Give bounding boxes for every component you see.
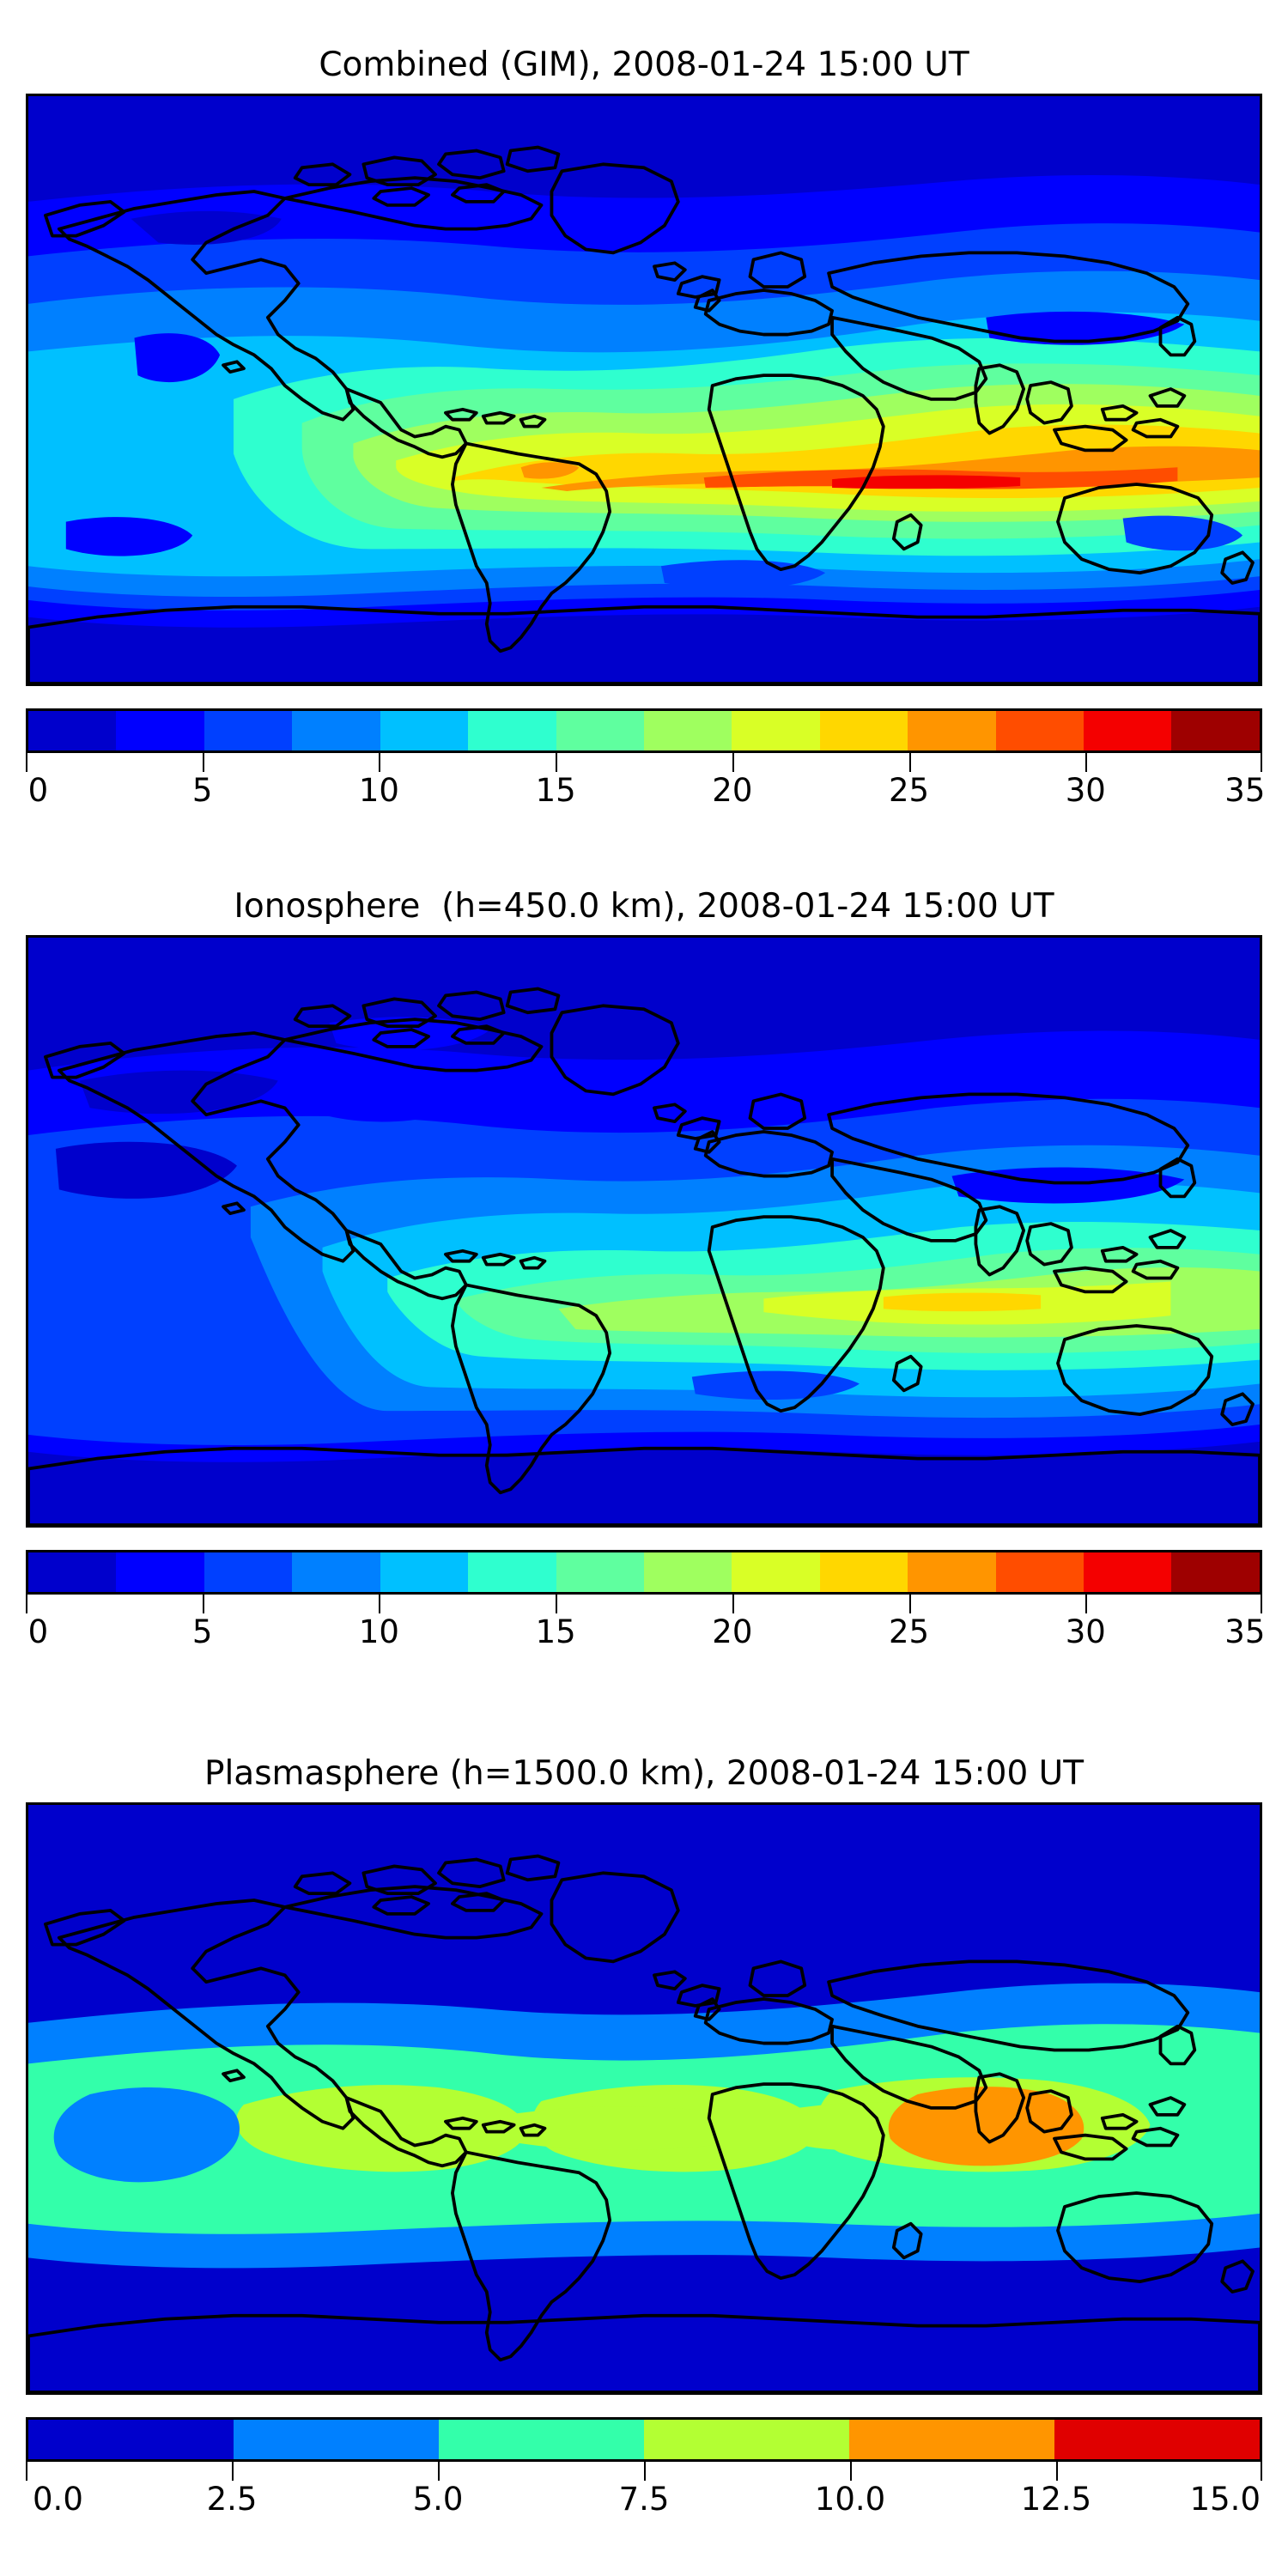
map-ionosphere <box>26 935 1262 1528</box>
colorbar-gradient-plasmasphere <box>26 2417 1262 2462</box>
panel-title-plasmasphere: Plasmasphere (h=1500.0 km), 2008-01-24 1… <box>204 1754 1084 1793</box>
tick-label: 5 <box>191 772 213 809</box>
panel-title-ionosphere: Ionosphere (h=450.0 km), 2008-01-24 15:0… <box>234 887 1054 926</box>
tick-label: 20 <box>712 772 753 809</box>
colorbar-combined: 0 5 10 15 20 25 30 35 <box>26 708 1266 811</box>
colorbar-ticks-combined <box>26 753 1262 772</box>
tick-label: 0 <box>27 1613 49 1650</box>
tick-label: 25 <box>889 772 930 809</box>
tick-label: 15 <box>535 1613 576 1650</box>
panel-ionosphere: Ionosphere (h=450.0 km), 2008-01-24 15:0… <box>0 890 1288 1653</box>
map-canvas-ionosphere <box>28 938 1260 1525</box>
tick-label: 25 <box>889 1613 930 1650</box>
tick-label: 30 <box>1065 1613 1106 1650</box>
colorbar-gradient-ionosphere <box>26 1550 1262 1595</box>
tick-label: 30 <box>1065 772 1106 809</box>
tick-label: 10 <box>358 772 399 809</box>
map-canvas-combined <box>28 96 1260 683</box>
tick-label: 35 <box>1224 772 1266 809</box>
colorbar-ticklabels-ionosphere: 0 5 10 15 20 25 30 35 <box>26 1613 1266 1653</box>
panel-combined-gim: Combined (GIM), 2008-01-24 15:00 UT <box>0 48 1288 811</box>
tick-label: 7.5 <box>618 2481 670 2518</box>
map-canvas-plasmasphere <box>28 1805 1260 2392</box>
tick-label: 15.0 <box>1189 2481 1261 2518</box>
tick-label: 10.0 <box>814 2481 886 2518</box>
colorbar-ticks-ionosphere <box>26 1595 1262 1613</box>
tick-label: 15 <box>535 772 576 809</box>
tick-label: 35 <box>1224 1613 1266 1650</box>
panel-plasmasphere: Plasmasphere (h=1500.0 km), 2008-01-24 1… <box>0 1757 1288 2520</box>
colorbar-ticklabels-plasmasphere: 0.0 2.5 5.0 7.5 10.0 12.5 15.0 <box>26 2481 1262 2520</box>
tick-label: 5 <box>191 1613 213 1650</box>
tick-label: 2.5 <box>206 2481 258 2518</box>
tick-label: 0.0 <box>33 2481 83 2518</box>
tick-label: 20 <box>712 1613 753 1650</box>
map-plasmasphere <box>26 1802 1262 2395</box>
colorbar-plasmasphere: 0.0 2.5 5.0 7.5 10.0 12.5 15.0 <box>26 2417 1262 2520</box>
map-combined <box>26 94 1262 686</box>
tick-label: 5.0 <box>412 2481 464 2518</box>
colorbar-gradient-combined <box>26 708 1262 753</box>
tick-label: 10 <box>358 1613 399 1650</box>
colorbar-ionosphere: 0 5 10 15 20 25 30 35 <box>26 1550 1266 1653</box>
tick-label: 12.5 <box>1020 2481 1092 2518</box>
tick-label: 0 <box>27 772 49 809</box>
colorbar-ticklabels-combined: 0 5 10 15 20 25 30 35 <box>26 772 1266 811</box>
colorbar-ticks-plasmasphere <box>26 2462 1262 2481</box>
panel-title-combined: Combined (GIM), 2008-01-24 15:00 UT <box>319 46 969 84</box>
